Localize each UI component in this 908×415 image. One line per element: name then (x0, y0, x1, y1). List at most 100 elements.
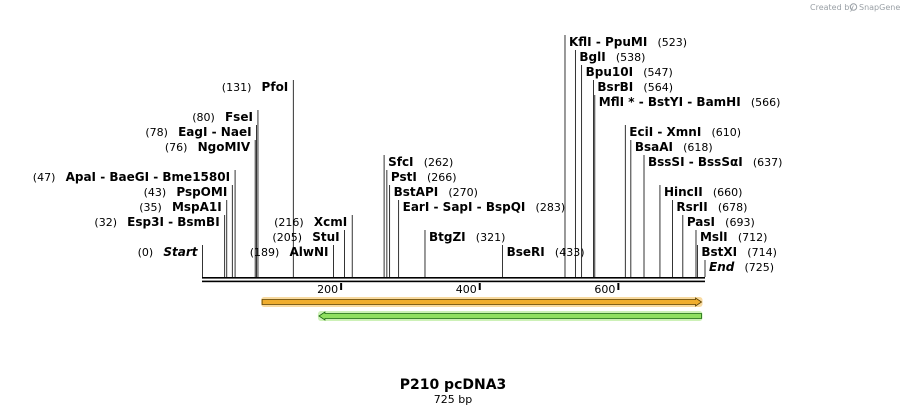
site-enzyme-name: Bpu10I (586, 65, 633, 79)
site-label: EciI - XmnI (610) (629, 121, 741, 140)
site-bstapi[interactable]: BstAPI (270) (389, 181, 478, 277)
site-hincii[interactable]: HincII (660) (659, 181, 743, 277)
site-psti[interactable]: PstI (266) (386, 166, 457, 277)
site-label: (43) PspOMI (144, 181, 228, 200)
site-label: (205) StuI (272, 226, 339, 245)
site-eari-sapi-bspqi[interactable]: EarI - SapI - BspQI (283) (398, 196, 565, 277)
site-enzyme-name: PfoI (262, 80, 289, 94)
feature-arrow-body (318, 311, 702, 321)
site-enzyme-name: BssSI (648, 155, 685, 169)
site-bgli[interactable]: BglI (538) (574, 46, 645, 277)
site-enzyme-name: BsrBI (597, 80, 633, 94)
site-label: PstI (266) (391, 166, 457, 185)
site-start[interactable]: (0) Start (138, 241, 203, 277)
site-label: (78) EagI - NaeI (145, 121, 251, 140)
site-bsssi-bsss-i[interactable]: BssSI - BssSαI (637) (643, 151, 783, 277)
site-position: (618) (683, 141, 713, 154)
site-alwni[interactable]: (189) AlwNI (250, 241, 334, 277)
site-label: RsrII (678) (676, 196, 747, 215)
site-enzyme-name: XcmI (314, 215, 347, 229)
site-sfci[interactable]: SfcI (262) (383, 151, 453, 277)
site-enzyme-name: BamHI (696, 95, 740, 109)
site-pspomi[interactable]: (43) PspOMI (144, 181, 233, 277)
site-position: (547) (643, 66, 673, 79)
site-bpu10i[interactable]: Bpu10I (547) (581, 61, 673, 277)
site-enzyme-name: BsaAI (635, 140, 673, 154)
site-enzyme-name: BstYI (648, 95, 683, 109)
site-enzyme-name: Bme1580I (162, 170, 230, 184)
site-kfli-ppumi[interactable]: KflI - PpuMI (523) (564, 31, 688, 277)
site-label: BglI (538) (579, 46, 645, 65)
site-label: (32) Esp3I - BsmBI (94, 211, 219, 230)
site-stui[interactable]: (205) StuI (272, 226, 345, 277)
site-pfoi[interactable]: (131) PfoI (222, 76, 294, 277)
scale-tick-label: 400 (456, 283, 477, 296)
site-label: (216) XcmI (274, 211, 347, 230)
site-bseri[interactable]: BseRI (433) (502, 241, 585, 277)
site-xcmi[interactable]: (216) XcmI (274, 211, 353, 277)
site-esp3i-bsmbi[interactable]: (32) Esp3I - BsmBI (94, 211, 226, 277)
site-enzyme-name: KflI (569, 35, 592, 49)
site-ngomiv[interactable]: (76) NgoMIV (165, 136, 256, 277)
site-enzyme-name: Start (163, 245, 198, 259)
scale-tick-label: 200 (317, 283, 338, 296)
site-label: SfcI (262) (388, 151, 453, 170)
site-enzyme-name: BglI (579, 50, 605, 64)
site-position: (637) (753, 156, 783, 169)
site-enzyme-name: EagI (178, 125, 207, 139)
site-enzyme-name: MflI * (599, 95, 635, 109)
site-label: BtgZI (321) (429, 226, 505, 245)
site-position: (35) (139, 201, 162, 214)
site-enzyme-name: BseRI (507, 245, 545, 259)
site-eagi-naei[interactable]: (78) EagI - NaeI (145, 121, 257, 277)
site-pasi[interactable]: PasI (693) (682, 211, 755, 277)
site-apai-baegi-bme1580i[interactable]: (47) ApaI - BaeGI - Bme1580I (33, 166, 236, 277)
site-enzyme-name: PpuMI (605, 35, 647, 49)
site-position: (566) (751, 96, 781, 109)
site-enzyme-name: BtgZI (429, 230, 466, 244)
orange-feature-arrow[interactable] (261, 297, 703, 307)
site-position: (262) (424, 156, 454, 169)
snapgene-credit: Created by SnapGene (810, 3, 900, 12)
site-position: (43) (144, 186, 167, 199)
snapgene-brand: SnapGene (859, 3, 900, 12)
site-enzyme-name: BaeGI (109, 170, 149, 184)
site-enzyme-name: BstAPI (394, 185, 439, 199)
site-bstxi[interactable]: BstXI (714) (696, 241, 777, 277)
site-enzyme-name: FseI (225, 110, 253, 124)
site-fsei[interactable]: (80) FseI (192, 106, 259, 277)
site-label: End (725) (709, 256, 774, 275)
site-label: BsaAI (618) (635, 136, 713, 155)
site-enzyme-name: HincII (664, 185, 703, 199)
site-mfli-bstyi-bamhi[interactable]: MflI * - BstYI - BamHI (566) (594, 91, 781, 277)
site-msli[interactable]: MslI (712) (695, 226, 767, 277)
site-enzyme-name: EarI (403, 200, 430, 214)
site-enzyme-name: BstXI (701, 245, 737, 259)
site-position: (131) (222, 81, 252, 94)
site-ecii-xmni[interactable]: EciI - XmnI (610) (624, 121, 741, 277)
site-position: (610) (711, 126, 741, 139)
site-position: (725) (745, 261, 775, 274)
backbone-top-strand (202, 277, 705, 279)
site-enzyme-name: MspA1I (172, 200, 222, 214)
site-position: (523) (658, 36, 688, 49)
site-position: (693) (725, 216, 755, 229)
site-bsaai[interactable]: BsaAI (618) (630, 136, 713, 277)
site-enzyme-name: XmnI (667, 125, 702, 139)
site-label: EarI - SapI - BspQI (283) (403, 196, 565, 215)
site-rsrii[interactable]: RsrII (678) (672, 196, 747, 277)
site-position: (678) (718, 201, 748, 214)
site-end[interactable]: End (725) (704, 256, 774, 277)
site-enzyme-name: StuI (312, 230, 339, 244)
site-position: (78) (145, 126, 168, 139)
site-btgzi[interactable]: BtgZI (321) (424, 226, 505, 277)
site-enzyme-name: BspQI (486, 200, 526, 214)
site-position: (321) (476, 231, 506, 244)
feature-arrow-body (261, 297, 703, 307)
site-enzyme-name: PspOMI (176, 185, 227, 199)
site-mspa1i[interactable]: (35) MspA1I (139, 196, 228, 277)
site-bsrbi[interactable]: BsrBI (564) (593, 76, 673, 277)
site-position: (32) (94, 216, 117, 229)
green-feature-arrow[interactable] (317, 311, 703, 321)
site-label: (0) Start (138, 241, 199, 260)
